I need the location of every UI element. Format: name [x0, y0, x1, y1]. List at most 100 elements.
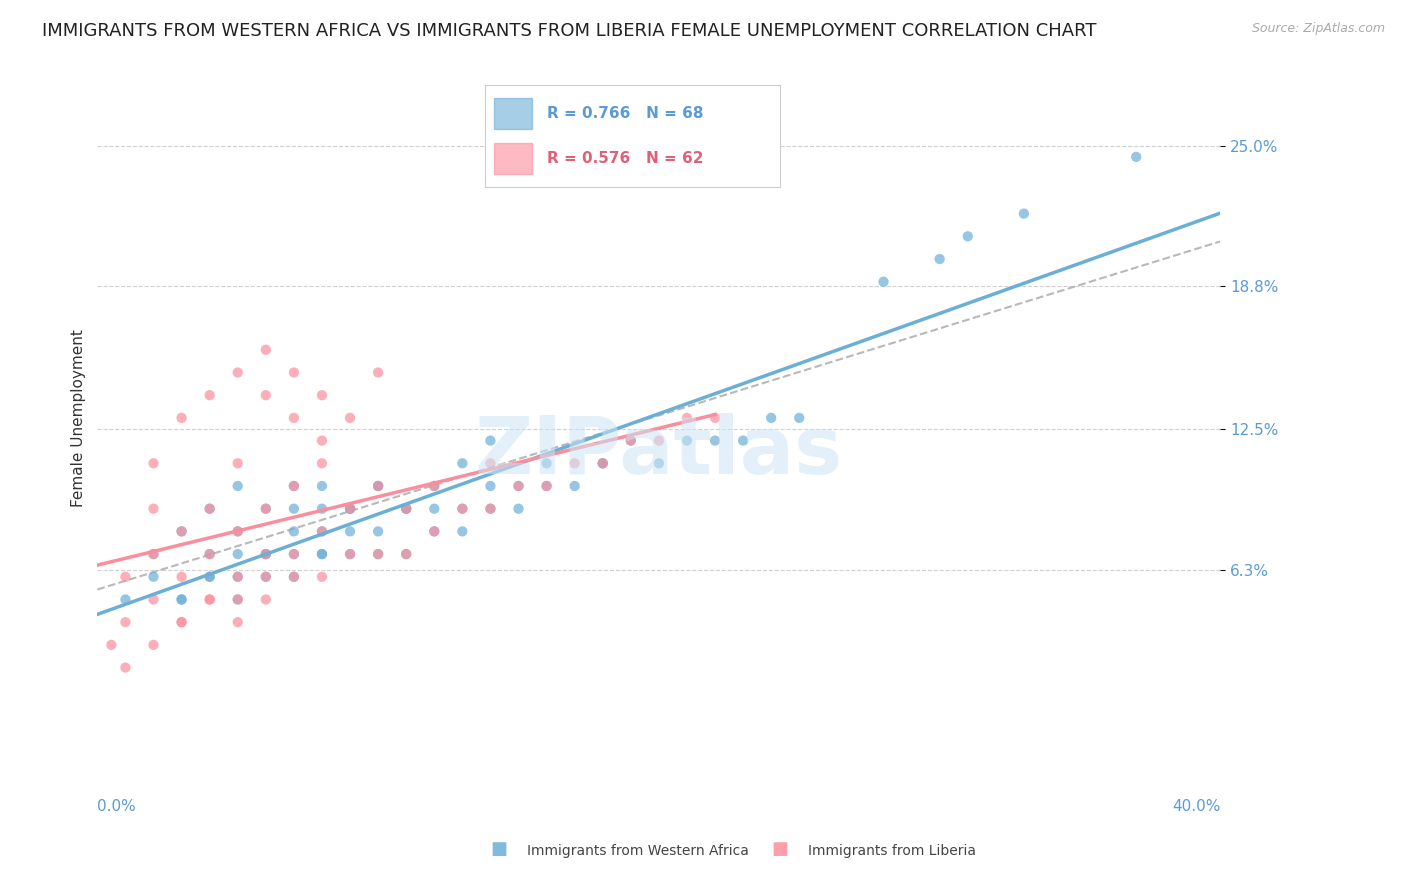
- Point: [170, 615, 193, 629]
- Point: [254, 592, 277, 607]
- Point: [704, 434, 727, 448]
- Point: [395, 501, 418, 516]
- Point: [254, 501, 277, 516]
- Point: [283, 570, 305, 584]
- Point: [367, 547, 389, 561]
- Point: [170, 615, 193, 629]
- Point: [226, 570, 249, 584]
- Point: [564, 456, 586, 470]
- Text: ■: ■: [491, 840, 508, 858]
- Point: [311, 524, 333, 539]
- Point: [1125, 150, 1147, 164]
- Point: [311, 456, 333, 470]
- Point: [226, 524, 249, 539]
- Point: [451, 524, 474, 539]
- Point: [536, 456, 558, 470]
- Point: [198, 570, 221, 584]
- Text: ZIPatlas: ZIPatlas: [475, 413, 844, 491]
- Point: [451, 501, 474, 516]
- Point: [226, 592, 249, 607]
- Point: [1012, 206, 1035, 220]
- Point: [226, 592, 249, 607]
- Point: [226, 547, 249, 561]
- Point: [170, 410, 193, 425]
- Point: [367, 547, 389, 561]
- Point: [311, 547, 333, 561]
- Point: [733, 434, 755, 448]
- Point: [114, 660, 136, 674]
- Point: [254, 570, 277, 584]
- Point: [142, 570, 165, 584]
- Point: [198, 592, 221, 607]
- Point: [170, 592, 193, 607]
- Point: [620, 434, 643, 448]
- Point: [339, 547, 361, 561]
- Point: [508, 501, 530, 516]
- Point: [283, 479, 305, 493]
- Point: [283, 524, 305, 539]
- Point: [198, 547, 221, 561]
- Point: [367, 479, 389, 493]
- Point: [170, 524, 193, 539]
- Point: [395, 501, 418, 516]
- Point: [423, 524, 446, 539]
- Point: [198, 547, 221, 561]
- Point: [226, 456, 249, 470]
- Point: [254, 388, 277, 402]
- Point: [395, 501, 418, 516]
- Point: [254, 570, 277, 584]
- Point: [367, 366, 389, 380]
- Point: [536, 479, 558, 493]
- Point: [198, 570, 221, 584]
- Point: [311, 434, 333, 448]
- Point: [226, 570, 249, 584]
- Point: [283, 547, 305, 561]
- Point: [198, 388, 221, 402]
- Point: [254, 547, 277, 561]
- Point: [142, 456, 165, 470]
- Point: [226, 615, 249, 629]
- Point: [114, 615, 136, 629]
- Point: [198, 501, 221, 516]
- Point: [704, 410, 727, 425]
- Point: [367, 524, 389, 539]
- Point: [142, 638, 165, 652]
- Point: [283, 570, 305, 584]
- Point: [142, 547, 165, 561]
- Point: [479, 434, 502, 448]
- Point: [339, 410, 361, 425]
- Point: [592, 456, 614, 470]
- Point: [339, 501, 361, 516]
- Point: [311, 570, 333, 584]
- Point: [226, 366, 249, 380]
- Point: [620, 434, 643, 448]
- Point: [114, 570, 136, 584]
- Y-axis label: Female Unemployment: Female Unemployment: [72, 329, 86, 507]
- Point: [254, 343, 277, 357]
- Point: [339, 501, 361, 516]
- Point: [787, 410, 810, 425]
- Point: [928, 252, 950, 266]
- Point: [254, 501, 277, 516]
- Point: [479, 479, 502, 493]
- Point: [311, 501, 333, 516]
- Point: [676, 434, 699, 448]
- Point: [170, 570, 193, 584]
- Point: [339, 547, 361, 561]
- Text: 40.0%: 40.0%: [1173, 799, 1220, 814]
- Point: [283, 501, 305, 516]
- Point: [311, 524, 333, 539]
- Point: [311, 547, 333, 561]
- Point: [339, 524, 361, 539]
- Point: [226, 524, 249, 539]
- Point: [592, 456, 614, 470]
- Point: [198, 501, 221, 516]
- Point: [648, 434, 671, 448]
- Bar: [494, 98, 533, 128]
- Text: Immigrants from Liberia: Immigrants from Liberia: [808, 844, 976, 858]
- Point: [451, 456, 474, 470]
- Point: [170, 592, 193, 607]
- Point: [283, 366, 305, 380]
- Point: [367, 479, 389, 493]
- Point: [423, 479, 446, 493]
